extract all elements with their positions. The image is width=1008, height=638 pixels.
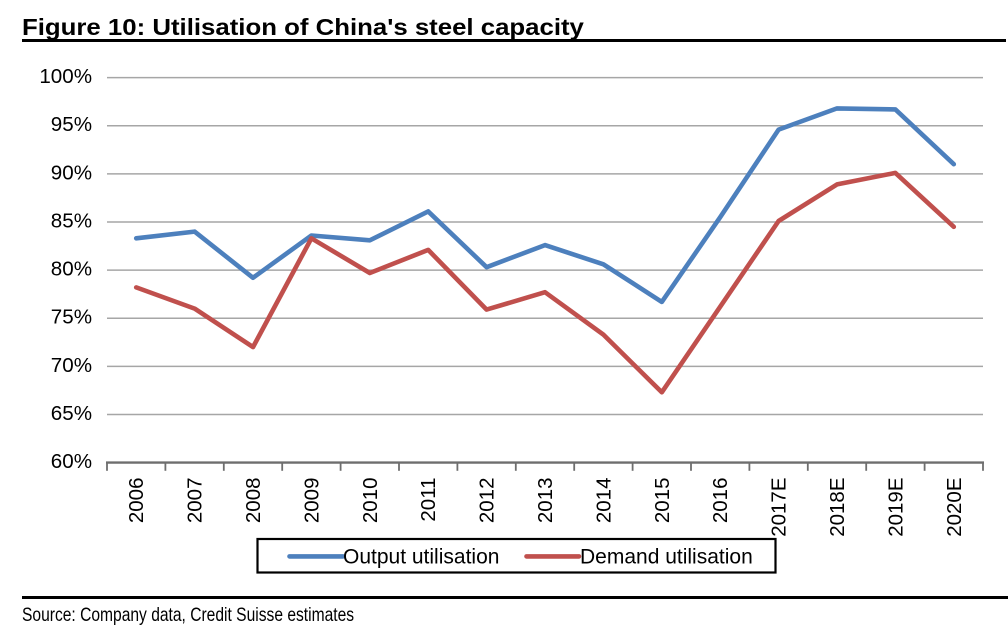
- svg-text:2016: 2016: [709, 478, 732, 524]
- svg-text:85%: 85%: [51, 209, 92, 232]
- svg-text:2014: 2014: [592, 478, 615, 524]
- svg-text:2008: 2008: [242, 478, 265, 524]
- svg-text:70%: 70%: [51, 354, 92, 377]
- svg-text:2017E: 2017E: [768, 478, 791, 537]
- svg-text:60%: 60%: [51, 450, 92, 473]
- svg-text:75%: 75%: [51, 306, 92, 329]
- svg-text:2015: 2015: [651, 478, 674, 524]
- svg-text:90%: 90%: [51, 161, 92, 184]
- svg-text:2009: 2009: [300, 478, 323, 524]
- svg-text:2013: 2013: [534, 478, 557, 524]
- svg-text:95%: 95%: [51, 113, 92, 136]
- svg-text:65%: 65%: [51, 402, 92, 425]
- svg-text:Output utilisation: Output utilisation: [343, 545, 499, 568]
- svg-text:2006: 2006: [125, 478, 148, 524]
- svg-text:2020E: 2020E: [943, 478, 966, 537]
- svg-text:2019E: 2019E: [884, 478, 907, 537]
- svg-text:80%: 80%: [51, 258, 92, 281]
- svg-text:2018E: 2018E: [826, 478, 849, 537]
- svg-text:2010: 2010: [359, 478, 382, 524]
- svg-text:2011: 2011: [417, 478, 440, 522]
- svg-text:100%: 100%: [39, 65, 92, 88]
- svg-text:Demand utilisation: Demand utilisation: [580, 545, 753, 568]
- svg-text:2012: 2012: [476, 477, 499, 523]
- svg-text:2007: 2007: [184, 478, 207, 524]
